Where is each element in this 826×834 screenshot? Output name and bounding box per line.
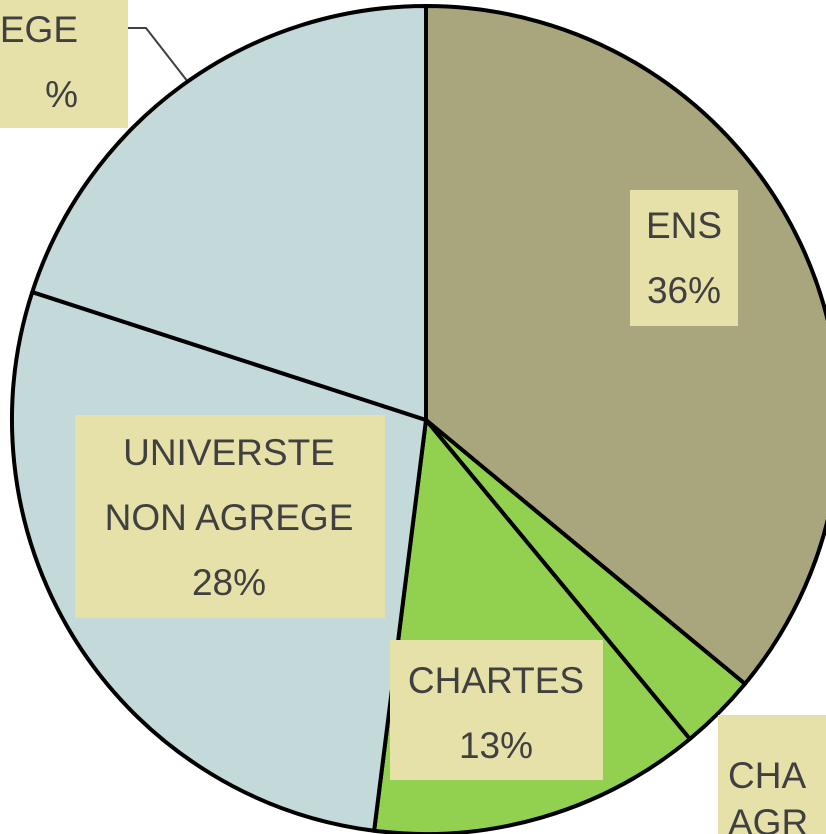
label-box bbox=[630, 190, 738, 326]
label-box bbox=[0, 0, 128, 128]
pie-slice bbox=[424, 4, 826, 686]
label-box bbox=[718, 715, 826, 834]
data-label: 13% bbox=[459, 725, 533, 766]
data-label: EGE bbox=[0, 9, 78, 50]
data-label: AGR bbox=[728, 802, 808, 834]
data-label: 28% bbox=[192, 562, 266, 603]
data-label: 36% bbox=[647, 270, 721, 311]
data-label: CHA bbox=[728, 755, 806, 796]
leader-line bbox=[128, 27, 189, 83]
label-box bbox=[75, 415, 385, 618]
pie-slice bbox=[30, 4, 428, 422]
label-box bbox=[390, 640, 603, 780]
data-label: NON AGREGE bbox=[105, 497, 354, 538]
data-label: UNIVERSTE bbox=[123, 432, 335, 473]
data-label: ENS bbox=[646, 205, 722, 246]
data-label: CHARTES bbox=[408, 660, 584, 701]
data-label: % bbox=[45, 74, 78, 115]
